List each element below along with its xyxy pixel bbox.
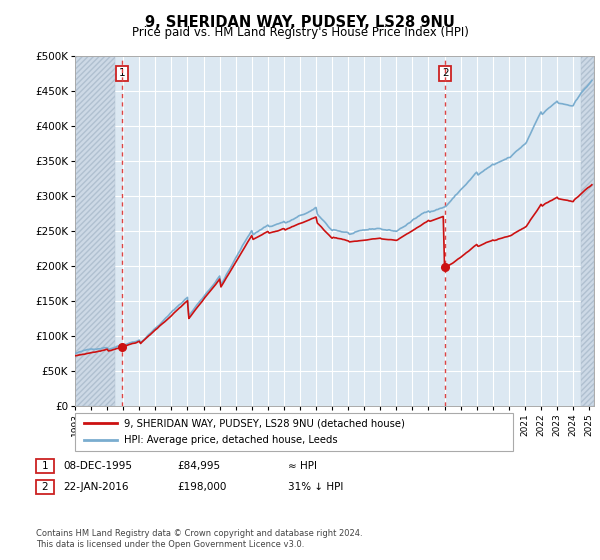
Text: Price paid vs. HM Land Registry's House Price Index (HPI): Price paid vs. HM Land Registry's House … bbox=[131, 26, 469, 39]
Text: £198,000: £198,000 bbox=[177, 482, 226, 492]
Text: 2: 2 bbox=[41, 482, 49, 492]
Text: 1: 1 bbox=[41, 461, 49, 471]
Text: 08-DEC-1995: 08-DEC-1995 bbox=[63, 461, 132, 471]
Text: ≈ HPI: ≈ HPI bbox=[288, 461, 317, 471]
Text: £84,995: £84,995 bbox=[177, 461, 220, 471]
Text: 9, SHERIDAN WAY, PUDSEY, LS28 9NU: 9, SHERIDAN WAY, PUDSEY, LS28 9NU bbox=[145, 15, 455, 30]
Bar bbox=[581, 56, 594, 406]
Text: 9, SHERIDAN WAY, PUDSEY, LS28 9NU (detached house): 9, SHERIDAN WAY, PUDSEY, LS28 9NU (detac… bbox=[124, 418, 405, 428]
Text: Contains HM Land Registry data © Crown copyright and database right 2024.
This d: Contains HM Land Registry data © Crown c… bbox=[36, 529, 362, 549]
Text: 31% ↓ HPI: 31% ↓ HPI bbox=[288, 482, 343, 492]
Text: HPI: Average price, detached house, Leeds: HPI: Average price, detached house, Leed… bbox=[124, 435, 338, 445]
Bar bbox=[75, 56, 115, 406]
Text: 2: 2 bbox=[442, 68, 449, 78]
Text: 22-JAN-2016: 22-JAN-2016 bbox=[63, 482, 128, 492]
Text: 1: 1 bbox=[119, 68, 125, 78]
